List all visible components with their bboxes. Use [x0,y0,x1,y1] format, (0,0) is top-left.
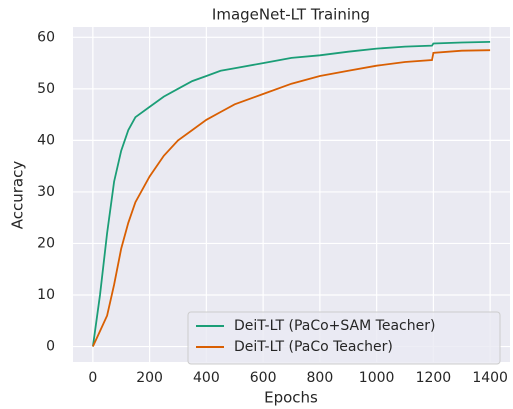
x-tick-label: 200 [136,370,163,386]
series-line [92,41,491,347]
legend-label: DeiT-LT (PaCo+SAM Teacher) [234,318,435,334]
x-tick-label: 800 [307,370,334,386]
x-tick-label: 600 [250,370,277,386]
legend-label: DeiT-LT (PaCo Teacher) [234,339,393,355]
x-tick-label: 1400 [472,370,508,386]
series-line [92,49,491,347]
x-axis-label: Epochs [264,389,318,407]
y-tick-label: 0 [46,339,55,355]
x-tick-label: 1200 [416,370,452,386]
y-tick-label: 40 [37,132,55,148]
legend-box [187,311,501,365]
x-tick-label: 400 [193,370,220,386]
y-axis-label: Accuracy [9,161,27,230]
x-tick-label: 1000 [359,370,395,386]
y-tick-label: 20 [37,235,55,251]
chart-title: ImageNet-LT Training [212,6,370,24]
y-tick-label: 10 [37,287,55,303]
y-tick-label: 60 [37,29,55,45]
x-tick-label: 0 [88,370,97,386]
y-tick-label: 50 [37,81,55,97]
y-tick-label: 30 [37,184,55,200]
